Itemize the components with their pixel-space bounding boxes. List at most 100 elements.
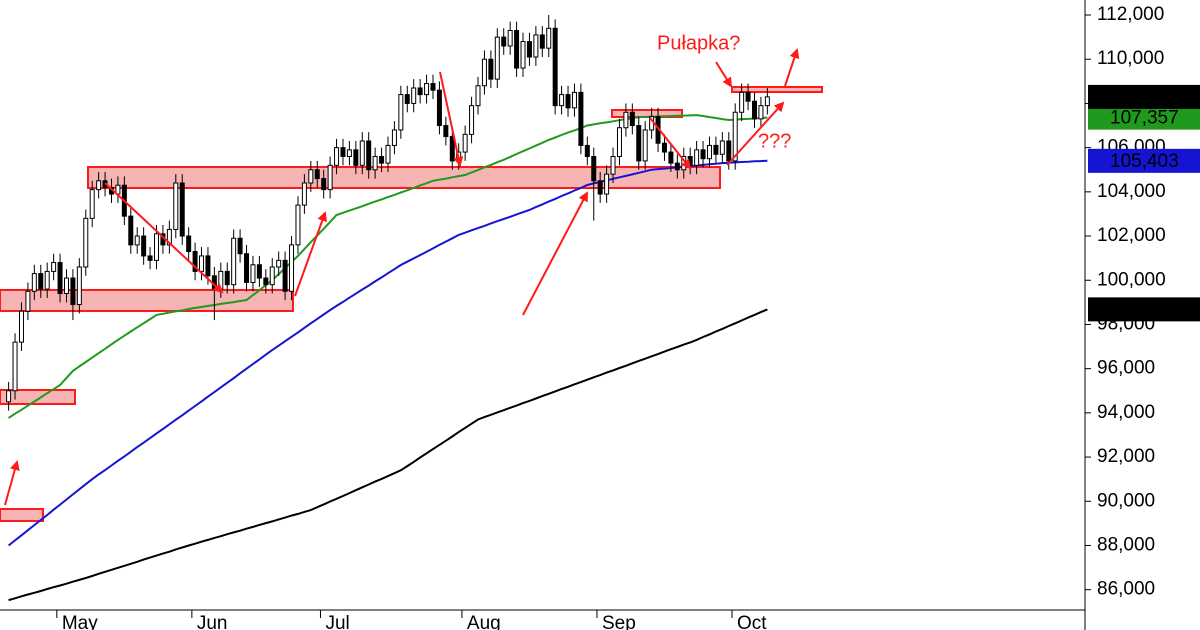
zone	[0, 508, 44, 522]
candle-body	[346, 149, 352, 157]
candle-body	[12, 341, 18, 392]
y-tick-label: 94,000	[1097, 402, 1155, 423]
candle-body	[128, 215, 134, 246]
candle-body	[244, 253, 250, 283]
candle-body	[475, 85, 481, 107]
candle-body	[308, 169, 314, 184]
candle-body	[404, 94, 410, 104]
candle-body	[494, 36, 500, 80]
candle-body	[610, 155, 616, 175]
candle-body	[31, 273, 37, 292]
candle-body	[231, 237, 237, 286]
last-value-box	[1088, 105, 1200, 130]
candle-body	[89, 189, 95, 219]
candle-body	[154, 233, 160, 261]
candle-body	[250, 264, 256, 283]
candle-body	[282, 259, 288, 292]
candle-body	[83, 217, 89, 268]
candle-body	[340, 147, 346, 157]
candle-body	[391, 129, 397, 146]
candle-body	[334, 147, 340, 166]
arrow	[522, 191, 588, 316]
annotation: ???	[758, 130, 791, 152]
candle-body	[141, 235, 147, 257]
candle-body	[520, 41, 526, 69]
moving-average	[7, 159, 768, 547]
candle-body	[758, 105, 764, 120]
candle-body	[636, 125, 642, 162]
y-tick-label: 104,000	[1097, 181, 1166, 202]
candle-body	[173, 182, 179, 230]
candle-body	[256, 264, 262, 279]
candle-body	[674, 162, 680, 171]
arrow	[784, 48, 800, 87]
candle-body	[398, 94, 404, 131]
candle-body	[629, 111, 635, 127]
candle-body	[668, 151, 674, 164]
candle-body	[488, 58, 494, 80]
candle-body	[199, 255, 205, 272]
candle-body	[430, 83, 436, 91]
arrow	[104, 182, 224, 294]
candle-body	[764, 96, 770, 107]
candle-body	[147, 255, 153, 261]
candle-body	[205, 255, 211, 277]
candle-body	[411, 87, 417, 104]
candle-body	[314, 169, 320, 180]
x-tick-label: Aug	[467, 613, 501, 630]
arrow	[715, 61, 733, 88]
candle-body	[552, 27, 558, 107]
candle-body	[565, 94, 571, 109]
zone	[0, 289, 294, 312]
candle-body	[642, 129, 648, 162]
y-tick-label: 102,000	[1097, 225, 1166, 246]
candle-body	[63, 277, 69, 295]
candle-body	[51, 262, 57, 272]
candle-body	[616, 127, 622, 157]
candle-body	[481, 58, 487, 87]
candle-body	[70, 277, 76, 306]
candle-body	[732, 111, 738, 162]
candle-body	[436, 89, 442, 127]
candle-body	[578, 91, 584, 146]
last-value-box	[1088, 297, 1200, 322]
arrow	[649, 117, 692, 170]
zone	[731, 86, 823, 93]
candle-body	[417, 87, 423, 96]
candle-body	[276, 259, 282, 268]
candle-body	[385, 144, 391, 164]
moving-average	[8, 308, 768, 602]
candle-body	[597, 180, 603, 195]
candle-body	[539, 34, 545, 49]
candle-body	[469, 105, 475, 135]
candle-body	[706, 144, 712, 160]
candle-body	[263, 277, 269, 286]
last-value-label: 108,296	[1110, 87, 1179, 108]
candle-body	[237, 237, 243, 255]
arrow	[294, 211, 327, 297]
last-value-box	[1088, 148, 1200, 173]
candle-body	[687, 155, 693, 166]
candle-body	[186, 235, 192, 253]
moving-average	[8, 114, 768, 419]
candle-body	[76, 266, 82, 306]
candle-body	[571, 91, 577, 109]
candle-body	[591, 155, 597, 182]
arrow	[726, 101, 785, 166]
last-value-box	[1088, 84, 1200, 109]
candle-body	[38, 273, 44, 290]
y-tick-label: 86,000	[1097, 579, 1155, 600]
candle-body	[218, 270, 224, 290]
candle-body	[514, 30, 520, 69]
candle-body	[192, 251, 198, 272]
y-tick-label: 96,000	[1097, 358, 1155, 379]
candle-body	[44, 270, 50, 290]
candle-body	[269, 266, 275, 286]
candle-body	[745, 91, 751, 102]
candle-body	[289, 244, 295, 292]
candle-body	[353, 149, 359, 166]
candle-body	[713, 144, 719, 155]
candle-body	[462, 133, 468, 153]
candle-body	[327, 164, 333, 191]
